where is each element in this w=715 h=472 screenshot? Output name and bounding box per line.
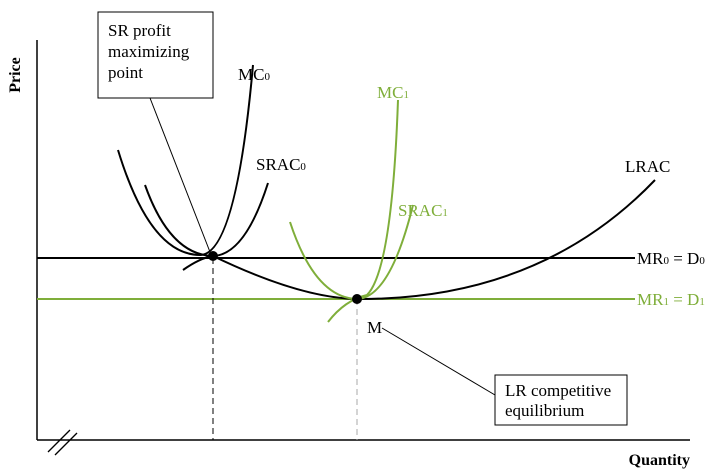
lr-point [352,294,362,304]
point-label: M [367,318,382,337]
annotation-text: maximizing [108,42,190,61]
axis-break [47,429,71,453]
annotation-text: point [108,63,143,82]
leader-line [381,327,496,396]
sr-point [208,251,218,261]
annotation-box [97,11,214,99]
mc0-curve [117,64,254,257]
srac1-curve [289,204,414,301]
line-label: MR0 = D0 [637,249,705,268]
curve-label: SRAC0 [256,155,306,174]
curve-label: MC1 [377,83,409,102]
mc1-curve [327,99,399,323]
axis-break [54,432,78,456]
curve-label: LRAC [625,157,670,176]
srac0-curve [144,182,269,258]
curve-label: MC0 [238,65,270,84]
x-axis-label: Quantity [629,452,690,469]
curve-label: SRAC1 [398,201,448,220]
lrac-curve [182,179,656,301]
annotation-box [494,374,628,426]
line-label: MR1 = D1 [637,290,705,309]
annotation-text: LR competitive [505,381,611,400]
y-axis-label: Price [7,57,24,93]
annotation-text: equilibrium [505,401,584,420]
annotation-text: SR profit [108,21,171,40]
leader-line [149,97,211,253]
